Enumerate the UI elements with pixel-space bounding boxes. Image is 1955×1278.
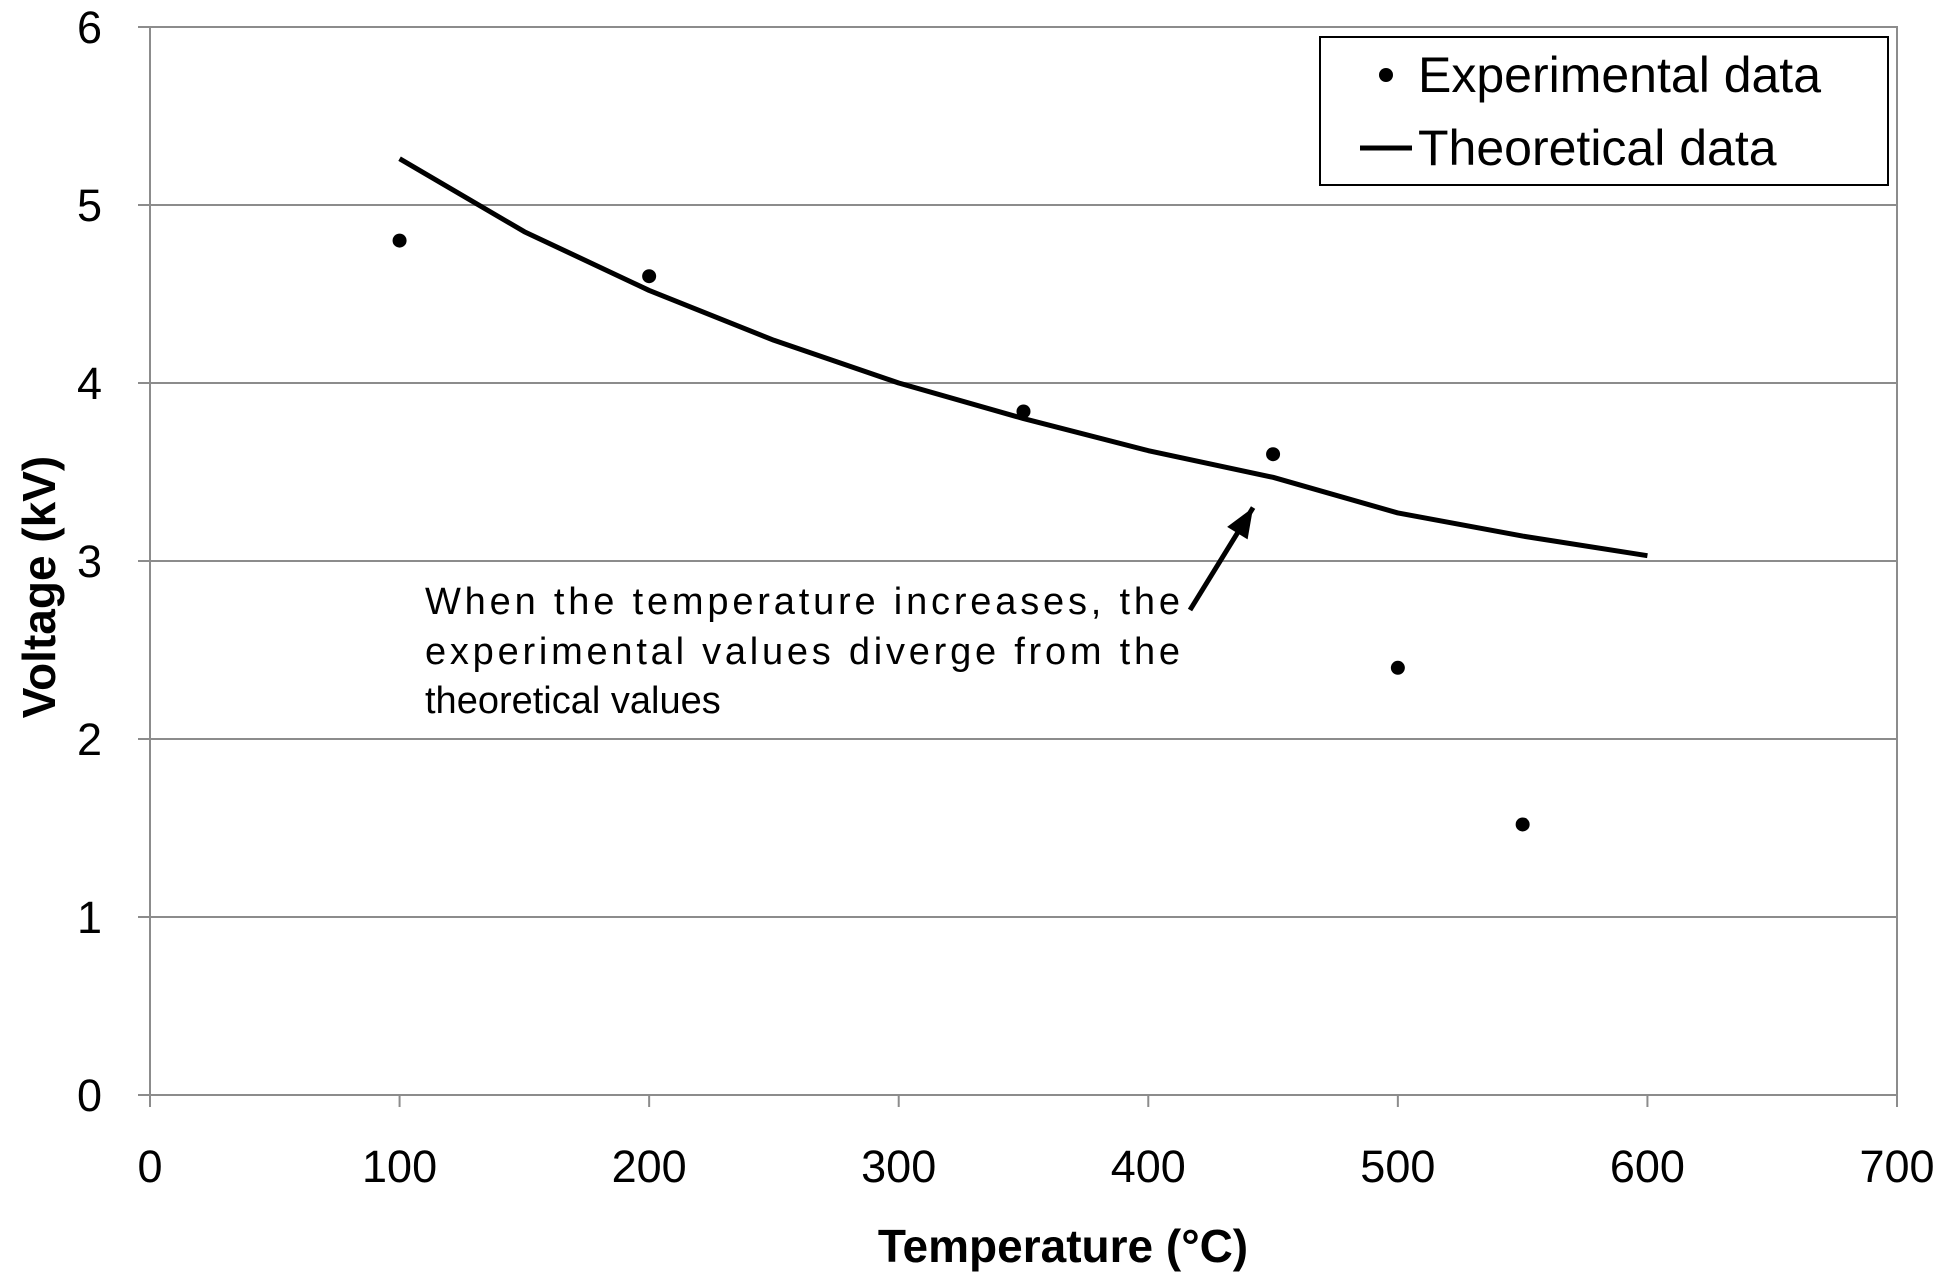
experimental-point [1515,817,1530,832]
annotation: When the temperature increases, the expe… [425,506,1256,722]
annotation-line-1: When the temperature increases, the [425,581,1180,623]
experimental-point [392,233,407,248]
x-tick-label: 300 [861,1141,936,1192]
experimental-point [1016,404,1031,419]
x-tick-label: 700 [1859,1141,1934,1192]
legend-experimental-marker [1379,68,1393,82]
y-axis: 0 1 2 3 4 5 6 [77,2,150,1121]
experimental-point [1266,447,1281,462]
x-tick-label: 500 [1360,1141,1435,1192]
annotation-arrowhead [1227,507,1254,540]
x-tick-label: 400 [1111,1141,1186,1192]
annotation-line-2: experimental values diverge from the [425,631,1180,673]
y-tick-label: 6 [77,2,102,53]
x-axis-title: Temperature (°C) [878,1220,1248,1272]
y-tick-label: 3 [77,536,102,587]
grid [150,26,1897,1096]
x-axis: 0 100 200 300 400 500 600 700 [137,1095,1935,1192]
legend-box [1319,36,1889,186]
y-axis-title: Voltage (kV) [13,456,65,718]
annotation-line-3: theoretical values [425,680,721,722]
y-tick-label: 0 [77,1070,102,1121]
theoretical-series [398,156,1648,559]
y-tick-label: 1 [77,892,102,943]
experimental-series [392,233,1530,832]
y-tick-label: 4 [77,358,102,409]
theoretical-line [398,156,1648,559]
experimental-point [642,269,657,284]
y-tick-label: 2 [77,714,102,765]
legend-theoretical-label: Theoretical data [1418,120,1777,176]
experimental-point [1390,660,1405,675]
y-tick-label: 5 [77,180,102,231]
legend: Experimental data Theoretical data [1319,36,1889,186]
legend-experimental-label: Experimental data [1418,47,1821,103]
x-tick-label: 600 [1610,1141,1685,1192]
x-tick-label: 100 [362,1141,437,1192]
x-tick-label: 0 [137,1141,162,1192]
x-tick-label: 200 [612,1141,687,1192]
